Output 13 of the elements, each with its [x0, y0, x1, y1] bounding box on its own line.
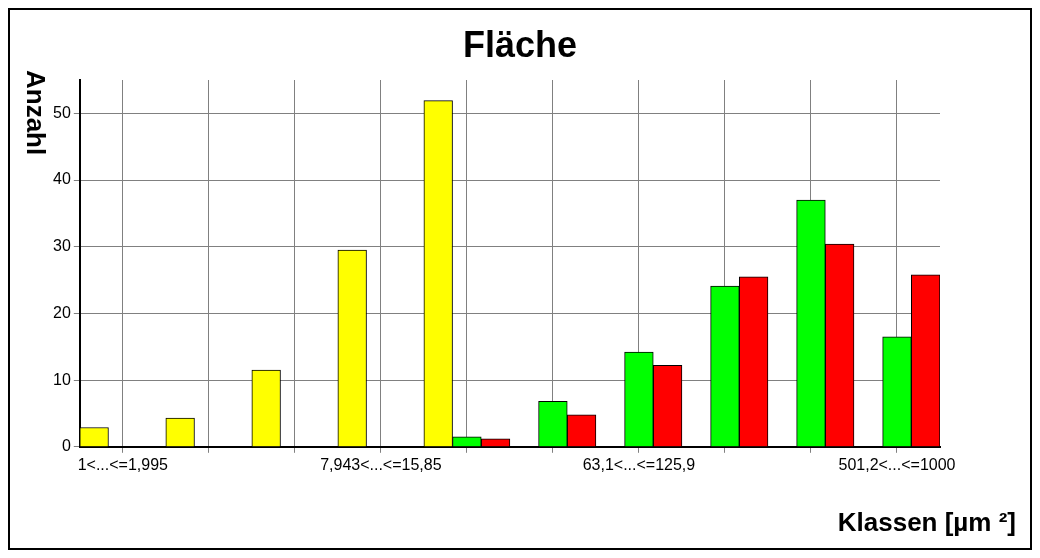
x-tick-label: 501,2<...<=1000 [838, 455, 956, 473]
y-tick-label: 30 [53, 237, 71, 255]
y-tick-label: 40 [53, 170, 71, 188]
y-tick-label: 50 [53, 103, 71, 121]
x-tick-label: 1<...<=1,995 [77, 455, 169, 473]
x-axis-title: Klassen [µm ²] [837, 507, 1016, 538]
y-tick-label: 20 [53, 303, 71, 321]
x-tick-label: 7,943<...<=15,85 [320, 455, 442, 473]
y-axis-title: Anzahl [20, 70, 51, 156]
y-tick-label: 10 [53, 370, 71, 388]
x-tick-label: 63,1<...<=125,9 [582, 455, 696, 473]
chart-title: Fläche [461, 24, 578, 66]
y-tick-label: 0 [61, 437, 71, 455]
